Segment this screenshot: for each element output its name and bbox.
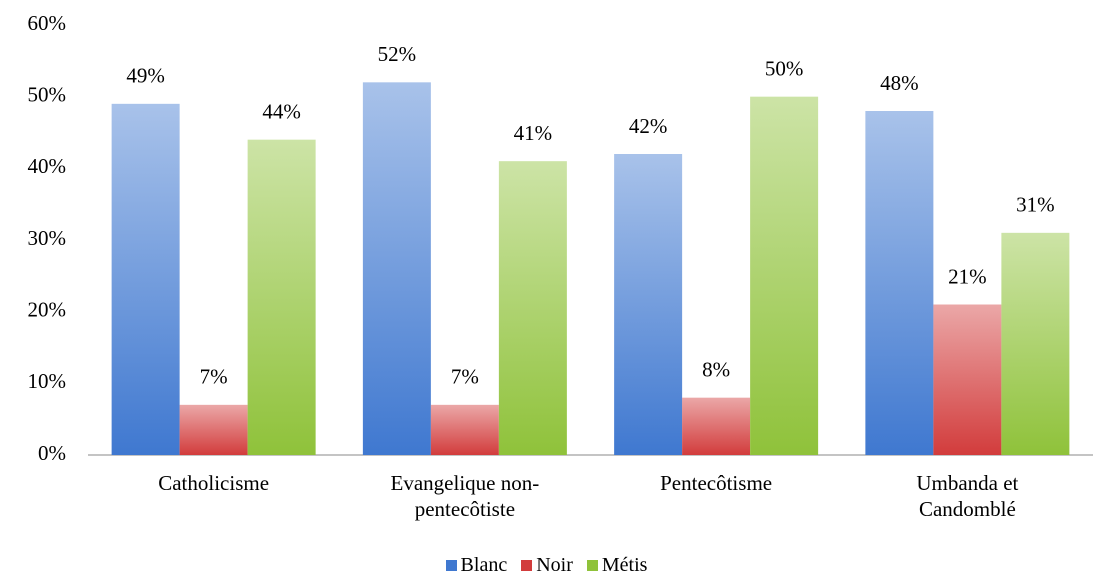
legend-swatch (586, 560, 598, 571)
y-tick-label: 40% (28, 154, 67, 178)
legend: Blanc Noir Métis (0, 554, 1093, 577)
legend-item: Métis (586, 554, 648, 577)
bar (498, 161, 567, 455)
bar (933, 304, 1002, 455)
x-tick-label: Pentecôtisme (660, 471, 773, 495)
x-tick-label: Umbanda et Candomblé (916, 471, 1019, 521)
legend-label: Blanc (460, 554, 508, 576)
bar (179, 404, 248, 455)
data-label: 21% (948, 264, 987, 288)
bar (430, 404, 499, 455)
data-label: 31% (1016, 193, 1055, 217)
x-tick-label: Catholicisme (158, 471, 270, 495)
bar (750, 96, 819, 456)
data-label: 49% (126, 64, 165, 88)
data-label: 44% (262, 99, 301, 123)
y-tick-label: 10% (28, 369, 67, 393)
bar (614, 154, 683, 455)
bar (247, 139, 316, 455)
data-label: 8% (702, 357, 730, 381)
legend-swatch (445, 560, 457, 571)
data-label: 42% (629, 114, 668, 138)
y-tick-label: 50% (28, 82, 67, 106)
data-label: 48% (880, 71, 919, 95)
bar (111, 103, 180, 455)
bar (865, 111, 934, 455)
legend-item: Blanc (445, 554, 508, 577)
data-label: 52% (378, 42, 417, 66)
legend-label: Métis (601, 554, 648, 576)
y-tick-label: 20% (28, 297, 67, 321)
legend-swatch (521, 560, 533, 571)
bar (1001, 232, 1070, 455)
data-label: 41% (514, 121, 553, 145)
bar (362, 82, 431, 455)
y-tick-label: 0% (38, 441, 66, 465)
data-label: 7% (451, 365, 479, 389)
y-tick-label: 30% (28, 226, 67, 250)
y-tick-label: 60% (28, 11, 67, 35)
bar (682, 397, 751, 455)
data-label: 50% (765, 56, 804, 80)
x-tick-label: Evangelique non-pentecôtiste (390, 471, 540, 521)
legend-label: Noir (536, 554, 573, 576)
data-label: 7% (200, 365, 228, 389)
legend-item: Noir (521, 554, 573, 577)
